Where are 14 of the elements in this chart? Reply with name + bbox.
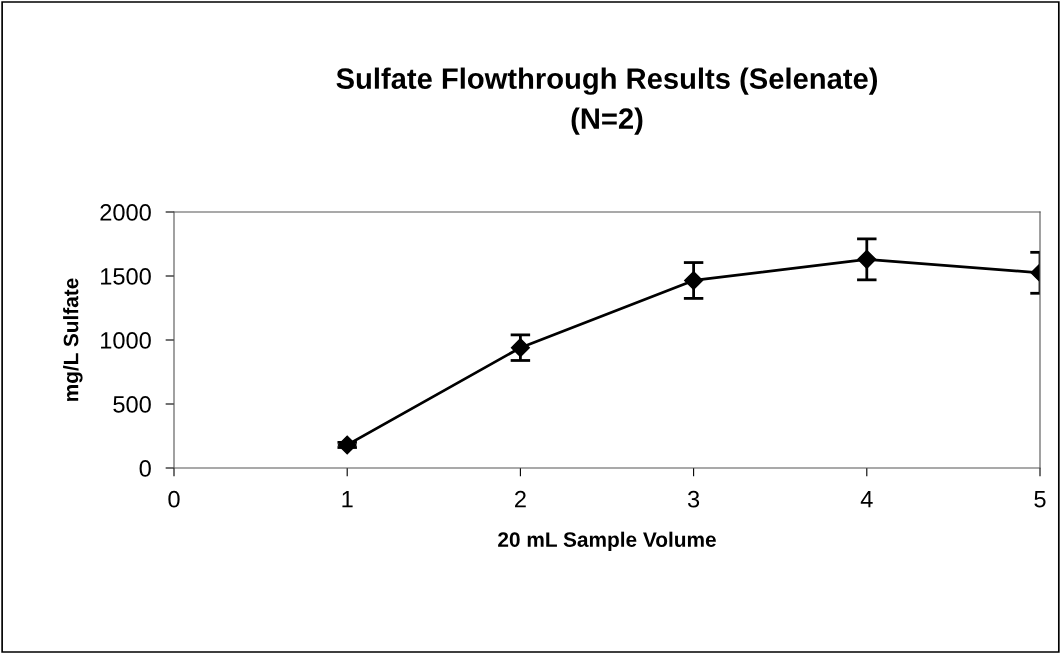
x-tick-label: 2: [515, 490, 526, 508]
y-tick-label: 1500: [101, 268, 151, 285]
y-tick-label: 2000: [100, 204, 151, 221]
x-axis-title: 20 mL Sample Volume: [498, 531, 716, 552]
x-tick-label: 5: [1034, 491, 1046, 508]
y-tick-label: 500: [113, 396, 151, 413]
chart-title: Sulfate Flowthrough Results (Selenate) (N=2): [336, 67, 878, 135]
y-axis-title: mg/L Sulfate: [63, 278, 83, 401]
y-tick-label: 1000: [101, 332, 151, 349]
x-tick-label: 0: [168, 490, 180, 508]
x-tick-label: 3: [687, 490, 700, 508]
y-tick-label: 0: [139, 460, 151, 477]
x-tick-label: 1: [342, 491, 353, 508]
x-tick-label: 4: [860, 491, 873, 508]
